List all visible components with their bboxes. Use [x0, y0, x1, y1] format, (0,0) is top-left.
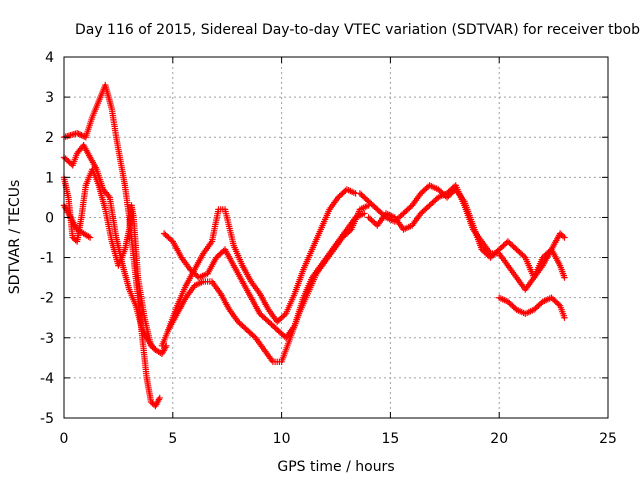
data-point: [561, 274, 568, 281]
data-point: [281, 311, 288, 319]
data-series: [365, 182, 568, 293]
data-point: [73, 130, 81, 137]
axis-ticks: 0 5 10 15 20 25 -5 -4 -3 -2 -1 0 1 2 3 4: [40, 50, 617, 447]
y-tick-label: 3: [45, 90, 54, 106]
y-tick-label: -5: [40, 411, 54, 427]
x-tick-label: 15: [381, 431, 399, 447]
data-point: [79, 132, 87, 140]
x-tick-label: 25: [599, 431, 617, 447]
grid-lines: [64, 57, 608, 418]
data-point: [152, 346, 159, 354]
data-series: [60, 81, 163, 410]
y-tick-label: 1: [45, 170, 54, 186]
y-tick-label: -2: [40, 291, 54, 307]
plot-frame: [63, 56, 609, 419]
chart-title: Day 116 of 2015, Sidereal Day-to-day VTE…: [75, 22, 640, 38]
x-tick-label: 20: [490, 431, 508, 447]
y-tick-label: 0: [45, 210, 54, 226]
y-tick-label: 4: [45, 50, 54, 66]
x-tick-label: 10: [273, 431, 291, 447]
x-axis-title: GPS time / hours: [277, 459, 394, 475]
y-tick-label: -1: [40, 251, 54, 267]
data-point: [555, 301, 562, 308]
y-tick-label: -3: [40, 331, 54, 347]
data-point: [156, 394, 163, 402]
data-series: [165, 202, 372, 365]
data-points: [60, 81, 568, 410]
data-point: [86, 234, 94, 241]
data-point: [561, 234, 568, 241]
data-point: [361, 210, 368, 217]
data-point: [76, 131, 84, 138]
y-tick-label: -4: [40, 371, 54, 387]
data-series: [496, 294, 568, 321]
x-tick-label: 5: [168, 431, 177, 447]
data-series: [60, 202, 94, 241]
data-point: [520, 253, 528, 260]
data-point: [346, 227, 353, 234]
y-tick-label: 2: [45, 130, 54, 146]
data-point: [561, 314, 568, 321]
x-tick-label: 0: [60, 431, 69, 447]
data-point: [150, 345, 158, 352]
y-axis-title: SDTVAR / TECUs: [7, 180, 23, 295]
data-point: [559, 233, 567, 240]
